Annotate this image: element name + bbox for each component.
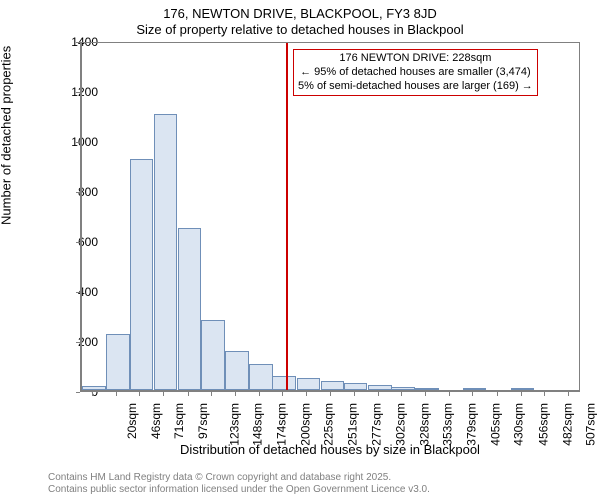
x-tick-label: 123sqm bbox=[227, 403, 241, 446]
x-tick-label: 405sqm bbox=[489, 403, 503, 446]
histogram-bar bbox=[344, 383, 368, 390]
property-marker-line bbox=[286, 43, 288, 390]
x-tick-mark bbox=[282, 392, 283, 396]
x-tick-mark bbox=[521, 392, 522, 396]
x-tick-label: 71sqm bbox=[172, 403, 186, 439]
histogram-bar bbox=[249, 364, 273, 390]
x-tick-label: 456sqm bbox=[536, 403, 550, 446]
x-tick-mark bbox=[544, 392, 545, 396]
annotation-box: 176 NEWTON DRIVE: 228sqm ← 95% of detach… bbox=[293, 49, 538, 96]
x-tick-mark bbox=[211, 392, 212, 396]
x-tick-label: 277sqm bbox=[370, 403, 384, 446]
x-tick-label: 507sqm bbox=[584, 403, 598, 446]
x-tick-mark bbox=[425, 392, 426, 396]
histogram-bar bbox=[297, 378, 321, 391]
x-tick-mark bbox=[163, 392, 164, 396]
x-tick-label: 200sqm bbox=[299, 403, 313, 446]
annotation-line2: ← 95% of detached houses are smaller (3,… bbox=[298, 66, 533, 80]
histogram-bar bbox=[511, 388, 535, 391]
x-tick-label: 225sqm bbox=[322, 403, 336, 446]
x-tick-mark bbox=[497, 392, 498, 396]
x-tick-label: 20sqm bbox=[125, 403, 139, 439]
x-tick-mark bbox=[330, 392, 331, 396]
histogram-bar bbox=[106, 334, 130, 390]
histogram-bar bbox=[321, 381, 345, 390]
x-tick-label: 302sqm bbox=[393, 403, 407, 446]
x-tick-mark bbox=[401, 392, 402, 396]
histogram-bar bbox=[154, 114, 178, 390]
histogram-bar bbox=[272, 376, 296, 390]
x-tick-label: 148sqm bbox=[251, 403, 265, 446]
x-axis-label: Distribution of detached houses by size … bbox=[80, 442, 580, 457]
x-tick-mark bbox=[116, 392, 117, 396]
footer-line2: Contains public sector information licen… bbox=[48, 484, 430, 496]
histogram-bar bbox=[82, 386, 106, 390]
x-tick-mark bbox=[449, 392, 450, 396]
x-tick-label: 46sqm bbox=[149, 403, 163, 439]
x-tick-mark bbox=[188, 392, 189, 396]
x-tick-mark bbox=[568, 392, 569, 396]
histogram-bar bbox=[130, 159, 154, 390]
x-tick-mark bbox=[235, 392, 236, 396]
x-tick-label: 328sqm bbox=[417, 403, 431, 446]
x-tick-label: 97sqm bbox=[197, 403, 211, 439]
y-tick-mark bbox=[76, 392, 80, 393]
x-tick-mark bbox=[139, 392, 140, 396]
x-tick-mark bbox=[259, 392, 260, 396]
chart-title-address: 176, NEWTON DRIVE, BLACKPOOL, FY3 8JD bbox=[0, 6, 600, 21]
histogram-bar bbox=[178, 228, 202, 391]
x-tick-label: 251sqm bbox=[346, 403, 360, 446]
x-tick-label: 379sqm bbox=[465, 403, 479, 446]
plot-area: 176 NEWTON DRIVE: 228sqm ← 95% of detach… bbox=[80, 42, 580, 392]
x-tick-label: 482sqm bbox=[560, 403, 574, 446]
x-tick-mark bbox=[472, 392, 473, 396]
annotation-line3: 5% of semi-detached houses are larger (1… bbox=[298, 80, 533, 94]
histogram-bar bbox=[201, 320, 225, 390]
x-tick-mark bbox=[378, 392, 379, 396]
x-tick-label: 430sqm bbox=[512, 403, 526, 446]
histogram-bar bbox=[368, 385, 392, 391]
x-tick-mark bbox=[92, 392, 93, 396]
x-tick-mark bbox=[354, 392, 355, 396]
histogram-bar bbox=[225, 351, 249, 390]
x-tick-label: 174sqm bbox=[275, 403, 289, 446]
property-size-histogram: 176, NEWTON DRIVE, BLACKPOOL, FY3 8JD Si… bbox=[0, 0, 600, 500]
attribution-footer: Contains HM Land Registry data © Crown c… bbox=[48, 472, 430, 496]
footer-line1: Contains HM Land Registry data © Crown c… bbox=[48, 472, 430, 484]
x-tick-label: 353sqm bbox=[441, 403, 455, 446]
histogram-bar bbox=[415, 388, 439, 391]
y-axis-label: Number of detached properties bbox=[0, 46, 14, 225]
x-tick-mark bbox=[306, 392, 307, 396]
histogram-bar bbox=[391, 387, 415, 391]
histogram-bar bbox=[463, 388, 487, 390]
annotation-line1: 176 NEWTON DRIVE: 228sqm bbox=[298, 52, 533, 66]
